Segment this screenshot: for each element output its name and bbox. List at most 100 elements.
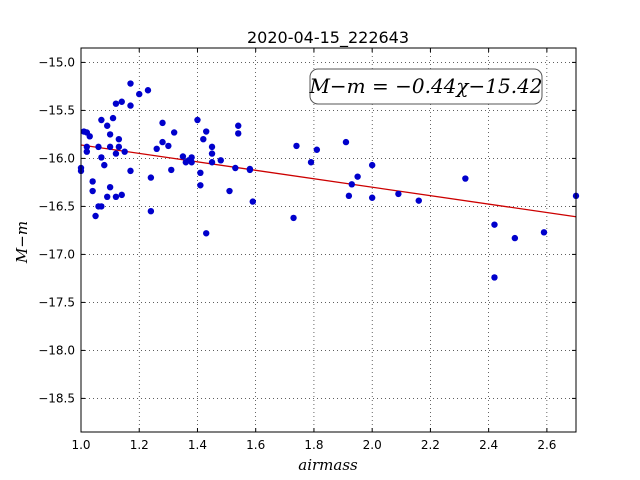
data-point — [98, 203, 105, 210]
x-tick-labels: 1.0 1.2 1.4 1.6 1.8 2.0 2.2 2.4 2.6 — [71, 438, 556, 452]
data-point — [106, 143, 114, 151]
data-point — [368, 161, 376, 169]
x-tick-label: 2.4 — [479, 438, 498, 452]
data-point — [118, 191, 125, 199]
data-point — [165, 142, 172, 150]
data-point — [121, 148, 128, 155]
x-axis-label: airmass — [298, 456, 358, 474]
data-point — [246, 166, 254, 174]
data-point — [208, 159, 216, 166]
grid-lines — [80, 48, 576, 432]
data-point — [462, 175, 469, 182]
data-point — [170, 129, 178, 136]
x-tick-label: 1.0 — [71, 438, 90, 452]
data-point — [197, 169, 204, 176]
y-axis-label: M−m — [13, 221, 31, 264]
data-point — [203, 128, 210, 135]
data-point — [86, 133, 93, 140]
data-point — [95, 143, 102, 151]
data-point — [147, 174, 155, 181]
data-point — [136, 90, 143, 98]
y-tick-label: −15.0 — [38, 55, 75, 69]
y-tick-label: −17.5 — [38, 295, 75, 309]
data-point — [348, 181, 355, 188]
data-point — [104, 193, 111, 200]
data-point — [83, 143, 91, 151]
data-point — [188, 154, 195, 161]
data-point — [395, 190, 402, 198]
y-tick-label: −18.5 — [38, 391, 75, 405]
data-point — [89, 178, 96, 185]
x-tick-label: 2.0 — [363, 438, 382, 452]
data-point — [491, 221, 498, 228]
data-point — [232, 164, 239, 172]
annotation-box — [309, 68, 543, 105]
data-point — [345, 192, 353, 200]
data-point — [92, 212, 99, 220]
data-point — [118, 98, 125, 105]
fit-equation-annotation: M−m = −0.44χ−15.42 — [308, 68, 543, 105]
data-point — [342, 138, 350, 146]
data-point — [112, 100, 120, 107]
data-point — [217, 157, 224, 164]
fit-line-group — [80, 144, 577, 218]
data-point — [197, 182, 204, 189]
data-point — [208, 150, 216, 157]
data-point — [354, 173, 361, 180]
fit-line — [80, 144, 577, 218]
data-point — [540, 229, 548, 236]
data-point — [226, 187, 233, 195]
y-tick-label: −16.5 — [38, 199, 75, 213]
x-tick-label: 2.2 — [421, 438, 440, 452]
data-point — [159, 138, 166, 146]
y-tick-label: −18.0 — [38, 343, 75, 357]
plot-area — [77, 80, 580, 281]
data-point — [313, 146, 321, 153]
data-point — [290, 214, 297, 222]
fit-equation-text: M−m = −0.44χ−15.42 — [308, 74, 542, 98]
data-point — [109, 114, 117, 122]
data-point — [368, 194, 376, 201]
data-point — [491, 274, 498, 281]
x-tick-label: 1.2 — [130, 438, 149, 452]
data-point — [511, 234, 519, 242]
data-point — [101, 161, 108, 169]
data-point — [112, 150, 120, 157]
data-point — [106, 131, 114, 138]
data-point — [144, 87, 152, 94]
data-point — [208, 143, 216, 151]
data-point — [168, 166, 175, 174]
x-tick-label: 1.6 — [246, 438, 265, 452]
data-point — [235, 122, 242, 129]
axis-ticks — [80, 48, 576, 432]
data-points — [77, 80, 580, 281]
data-point — [200, 136, 207, 143]
y-tick-label: −16.0 — [38, 151, 75, 165]
x-tick-label: 1.4 — [188, 438, 207, 452]
chart-title: 2020-04-15_222643 — [247, 28, 409, 48]
data-point — [188, 159, 195, 166]
data-point — [98, 116, 105, 124]
data-point — [153, 145, 160, 152]
data-point — [203, 230, 210, 237]
y-tick-label: −15.5 — [38, 103, 75, 117]
data-point — [194, 116, 201, 124]
y-tick-labels: −15.0 −15.5 −16.0 −16.5 −17.0 −17.5 −18.0 −18.5 — [38, 55, 75, 405]
data-point — [179, 153, 187, 160]
data-point — [159, 119, 166, 127]
plot-frame — [80, 47, 577, 433]
data-point — [98, 154, 105, 161]
data-point — [115, 136, 123, 143]
data-point — [127, 167, 134, 175]
data-point — [115, 143, 123, 151]
data-point — [104, 122, 111, 129]
data-point — [147, 208, 155, 215]
x-tick-label: 1.8 — [304, 438, 323, 452]
data-point — [293, 142, 300, 150]
data-point — [307, 159, 315, 166]
data-point — [127, 80, 134, 87]
data-point — [106, 184, 114, 191]
data-point — [83, 148, 91, 155]
data-point — [127, 102, 134, 109]
